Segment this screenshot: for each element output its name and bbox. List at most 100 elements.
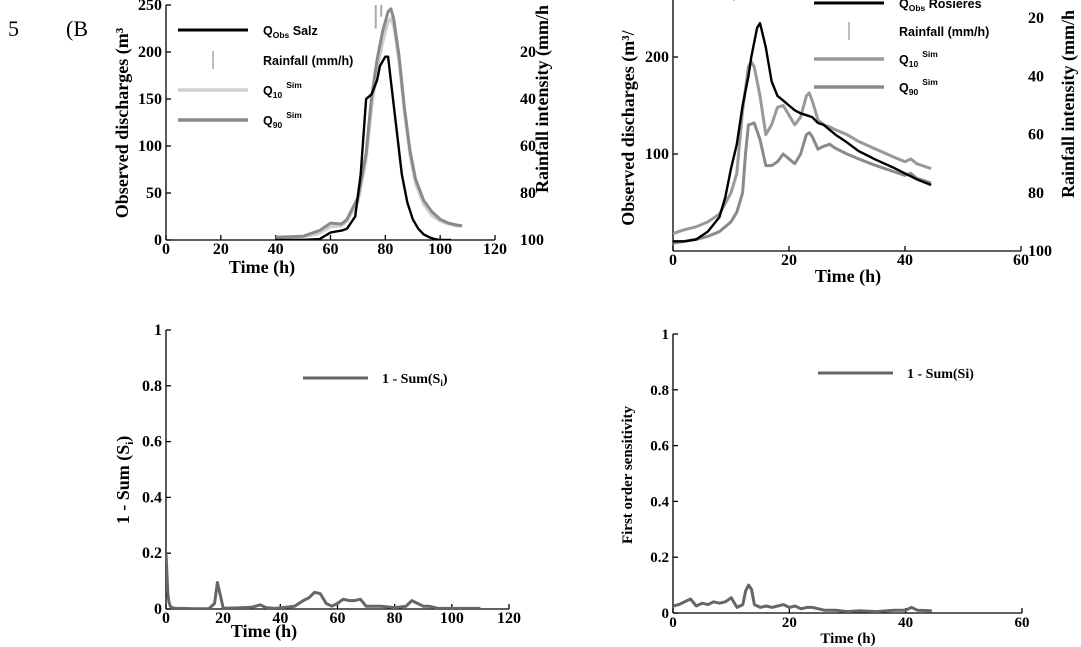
panel-fragment-label: (B: [66, 16, 88, 41]
y-tick-label: 250: [138, 0, 162, 14]
y-axis-label-main: 1 - Sum (S: [113, 445, 134, 525]
legend-label-sub: 10: [273, 90, 283, 100]
legend-label-main: Q: [899, 0, 909, 11]
x-tick-label: 60: [1015, 615, 1030, 631]
legend-label-main: Q: [899, 81, 909, 95]
x-axis-label: Time (h): [231, 621, 297, 642]
legend-label-main: Q: [263, 24, 273, 38]
legend-q10-label: Q10Sim: [899, 49, 938, 69]
legend-sens-label: 1 - Sum(Si): [907, 367, 974, 382]
legend-label-sub: 10: [909, 59, 919, 69]
plot-area: [673, 0, 931, 243]
x-tick-label: 0: [162, 610, 170, 627]
legend: 1 - Sum(Si): [303, 372, 448, 388]
x-axis-label: Time (h): [815, 266, 881, 287]
y-axis-label: Observed discharges (m³: [112, 27, 133, 218]
y-tick-label: 1: [662, 327, 670, 343]
y-tick-label: 50: [146, 185, 162, 202]
y-axis-label-main: Observed discharges (m³/: [618, 29, 639, 225]
y2-tick-label: 20: [1028, 10, 1044, 27]
legend-label-main: Q: [263, 114, 273, 128]
legend-label-sup: Sim: [286, 110, 302, 120]
y-tick-label: 0.4: [650, 494, 669, 510]
legend-obs-label: QObs Rosieres: [899, 0, 982, 13]
legend-label-main: Rainfall (mm/h): [263, 54, 353, 68]
x-tick-label: 40: [268, 241, 284, 258]
series-obs-line: [276, 57, 451, 240]
y-tick-label: 200: [645, 49, 669, 66]
series-q90-line: [276, 9, 462, 237]
y-tick-label: 0.8: [650, 383, 669, 399]
x-tick-label: 60: [1013, 252, 1029, 269]
x-tick-label: 40: [897, 252, 913, 269]
x-tick-label: 40: [898, 615, 913, 631]
legend-rain-label: Rainfall (mm/h): [899, 25, 989, 39]
legend-label-main: 1 - Sum(S: [382, 372, 441, 387]
chart-salz: 0 20 40 60 80 100 120 0 50 100 150 200 250 20 40 60 80 10…: [112, 0, 553, 278]
legend-rain-label: Rainfall (mm/h): [263, 54, 353, 68]
legend-label-main: Q: [899, 53, 909, 67]
plot-area: [673, 585, 932, 612]
legend-label-tail: Rosieres: [925, 0, 981, 11]
legend-label-sup: Sim: [286, 80, 302, 90]
y-tick-label: 0: [154, 601, 162, 618]
y-axis-label-tail: ): [113, 436, 134, 442]
y-tick-label: 0: [154, 232, 162, 249]
y-tick-label: 0.2: [650, 550, 669, 566]
y-axis-label: First order sensitivity: [620, 405, 636, 544]
charts-group: 0 20 40 60 80 100 1200501001502002502040608010…: [112, 0, 1079, 647]
y2-tick-label: 40: [1028, 68, 1044, 85]
x-tick-label: 60: [330, 610, 346, 627]
x-tick-label: 80: [387, 610, 403, 627]
y-tick-label: 1: [154, 322, 162, 339]
line-number: 5: [8, 16, 19, 41]
y-tick-label: 100: [645, 146, 669, 163]
x-tick-label: 0: [162, 241, 170, 258]
legend-label-sup: Sim: [922, 77, 938, 87]
series-sens-line: [673, 585, 932, 612]
y-tick-label: 0.8: [142, 378, 162, 395]
y-axis-label-main: Observed discharges (m³: [112, 27, 133, 218]
y-axis-label: 1 - Sum (Si): [113, 436, 136, 525]
legend-q90-label: Q90Sim: [899, 77, 938, 97]
chart-sens_rosieres: 0 20 40 6000.20.40.60.81Time (h)First order…: [620, 327, 1030, 647]
y2-tick-label: 80: [1028, 185, 1044, 202]
series-obs-line: [673, 23, 931, 241]
legend-label-main: Q: [263, 84, 273, 98]
chart-sens_salz: 0 20 40 60 80 100 120 0 0.2 0.4 0.6 0.8 1 Time (h) 1 -…: [113, 322, 521, 642]
legend-label-tail: ): [443, 372, 448, 387]
y-tick-label: 0: [662, 606, 670, 622]
legend: 1 - Sum(Si): [818, 367, 974, 382]
x-tick-label: 20: [781, 252, 797, 269]
legend-label-sup: Sim: [922, 49, 938, 59]
x-tick-label: 120: [483, 241, 507, 258]
legend-obs-label: QObs Salz: [263, 24, 318, 40]
y2-tick-label: 60: [1028, 127, 1044, 144]
y-tick-label: 100: [138, 138, 162, 155]
y-axis-label: Observed discharges (m³/: [618, 29, 639, 225]
plot-area: [276, 5, 462, 240]
legend-label-tail: Salz: [289, 24, 318, 38]
y2-tick-label: 100: [520, 232, 544, 249]
legend-label-sub: 90: [909, 87, 919, 97]
x-tick-label: 20: [782, 615, 797, 631]
y2-axis-label: Rainfall intensity (mm/h: [1058, 10, 1079, 198]
x-tick-label: 20: [213, 241, 229, 258]
legend-sens-label: 1 - Sum(Si): [382, 372, 448, 388]
y2-tick-label: 100: [1028, 243, 1052, 260]
x-tick-label: 60: [323, 241, 339, 258]
x-tick-label: 100: [440, 610, 464, 627]
y-tick-label: 0.6: [650, 439, 669, 455]
y-axis-label-main: First order sensitivity: [620, 405, 636, 544]
x-tick-label: 0: [669, 615, 677, 631]
legend-label-main: 1 - Sum(Si): [907, 367, 974, 382]
x-tick-label: 100: [428, 241, 452, 258]
plot-area: [166, 553, 480, 609]
y-tick-label: 150: [138, 91, 162, 108]
legend-label-sub: Obs: [909, 3, 926, 13]
legend-label-sub: 90: [273, 120, 283, 130]
